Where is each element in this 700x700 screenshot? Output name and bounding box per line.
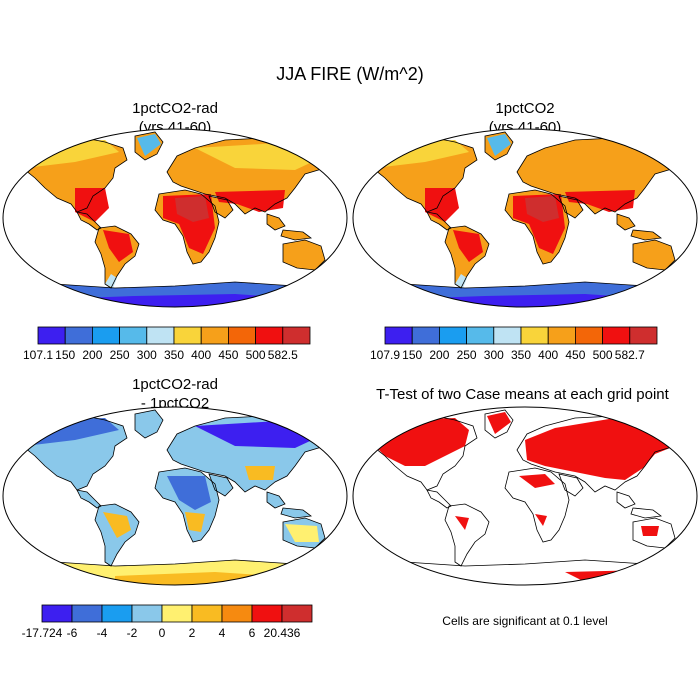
colorbar-tick-label: 500 (246, 348, 266, 362)
colorbar-2: 107.9 150 200 250 300 350 400 450 500 582.7 (370, 326, 658, 362)
colorbar-tick-label: 20.436 (264, 626, 301, 640)
colorbar-tick-label: -2 (127, 626, 138, 640)
colorbar-swatch (411, 326, 440, 345)
colorbar-swatch (629, 326, 658, 345)
colorbar-swatch (227, 326, 256, 345)
colorbar-tick-label: 150 (55, 348, 75, 362)
panel-4-title: T-Test of two Case means at each grid po… (355, 385, 690, 404)
panel-3-title-line1: 1pctCO2-rad (132, 376, 218, 393)
map-panel-3 (2, 406, 348, 586)
figure-title: JJA FIRE (W/m^2) (276, 64, 424, 84)
colorbar-swatch (547, 326, 576, 345)
colorbar-tick-label: 450 (565, 348, 585, 362)
colorbar-swatch (200, 326, 229, 345)
colorbar-swatch (101, 604, 133, 623)
colorbar-swatch (146, 326, 175, 345)
colorbar-swatch (575, 326, 604, 345)
colorbar-swatch (131, 604, 163, 623)
colorbar-tick-label: 500 (593, 348, 613, 362)
map-panel-2 (352, 128, 698, 308)
significance-note: Cells are significant at 0.1 level (442, 614, 608, 628)
colorbar-tick-label: 250 (457, 348, 477, 362)
colorbar-swatch (251, 604, 283, 623)
colorbar-swatch (41, 604, 73, 623)
colorbar-swatch (221, 604, 253, 623)
colorbar-tick-label: 2 (189, 626, 196, 640)
colorbar-swatch (64, 326, 93, 345)
panel-4-title-line1: T-Test of two Case means at each grid po… (376, 386, 669, 403)
colorbar-swatch (466, 326, 495, 345)
colorbar-swatch (92, 326, 121, 345)
colorbar-tick-label: 400 (538, 348, 558, 362)
colorbar-swatch (191, 604, 223, 623)
colorbar-tick-label: 107.1 (23, 348, 53, 362)
colorbar-tick-label: 150 (402, 348, 422, 362)
colorbar-tick-label: -6 (67, 626, 78, 640)
colorbar-tick-label: 200 (429, 348, 449, 362)
colorbar-swatch (602, 326, 631, 345)
colorbar-swatch (384, 326, 413, 345)
colorbar-swatch (438, 326, 467, 345)
colorbar-swatch (119, 326, 148, 345)
colorbar-tick-label: 350 (164, 348, 184, 362)
colorbar-3: -17.724 -6 -4 -2 0 2 4 6 20.436 (22, 604, 313, 640)
colorbar-tick-label: 200 (82, 348, 102, 362)
colorbar-tick-label: 582.7 (615, 348, 645, 362)
colorbar-swatch (282, 326, 311, 345)
colorbar-swatch (281, 604, 313, 623)
colorbar-swatch (37, 326, 66, 345)
map-panel-4 (352, 406, 698, 586)
colorbar-tick-label: 582.5 (268, 348, 298, 362)
panel-2-title-line1: 1pctCO2 (495, 100, 555, 117)
colorbar-swatch (520, 326, 549, 345)
colorbar-tick-label: -17.724 (22, 626, 63, 640)
colorbar-tick-label: 400 (191, 348, 211, 362)
colorbar-tick-label: 300 (484, 348, 504, 362)
colorbar-tick-label: 350 (511, 348, 531, 362)
colorbar-swatch (161, 604, 193, 623)
colorbar-tick-label: 0 (159, 626, 166, 640)
colorbar-tick-label: -4 (97, 626, 108, 640)
colorbar-tick-label: 6 (249, 626, 256, 640)
panel-1-title-line1: 1pctCO2-rad (132, 100, 218, 117)
colorbar-swatch (173, 326, 202, 345)
colorbar-1: 107.1 150 200 250 300 350 400 450 500 582.5 (23, 326, 311, 362)
colorbar-tick-label: 107.9 (370, 348, 400, 362)
colorbar-swatch (493, 326, 522, 345)
map-panel-1 (2, 128, 348, 308)
colorbar-tick-label: 300 (137, 348, 157, 362)
colorbar-tick-label: 4 (219, 626, 226, 640)
colorbar-swatch (255, 326, 284, 345)
colorbar-tick-label: 250 (110, 348, 130, 362)
colorbar-tick-label: 450 (218, 348, 238, 362)
colorbar-swatch (71, 604, 103, 623)
